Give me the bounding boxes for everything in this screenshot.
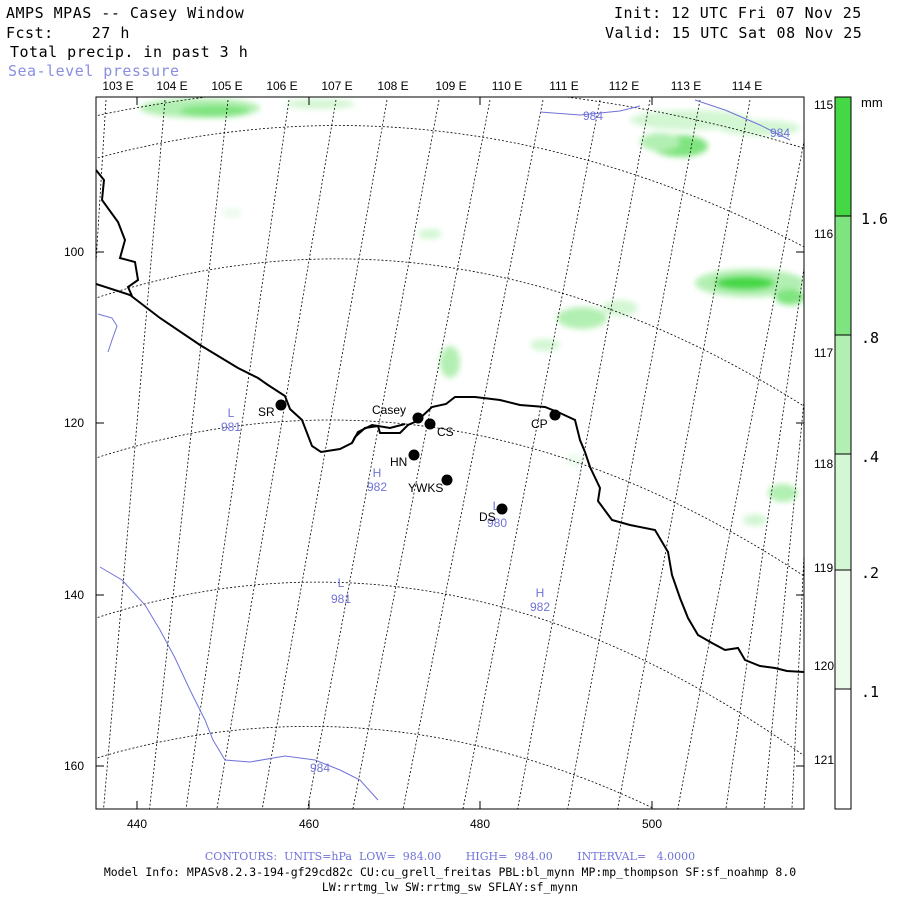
low-value-3: 980 bbox=[487, 516, 507, 530]
top-longitude-labels: 103 E 104 E 105 E 106 E 107 E 108 E 109 … bbox=[102, 79, 762, 93]
lon-label-top: 113 E bbox=[671, 79, 701, 93]
lon-label-top: 107 E bbox=[321, 79, 352, 93]
lon-label-top: 112 E bbox=[609, 79, 639, 93]
lon-label-top: 111 E bbox=[549, 79, 579, 93]
precip-shading bbox=[140, 98, 804, 526]
model-info-2: LW:rrtmg_lw SW:rrtmg_sw SFLAY:sf_mynn bbox=[321, 880, 579, 894]
high-value-2: 982 bbox=[530, 600, 550, 614]
lon-label-top: 109 E bbox=[435, 79, 466, 93]
x-tick-labels: 440 460 480 500 bbox=[127, 817, 662, 831]
colorbar-level: .8 bbox=[861, 329, 879, 347]
y-tick-label: 140 bbox=[64, 588, 84, 602]
x-tick-label: 480 bbox=[470, 817, 490, 831]
pressure-centers: L 981 H 982 L 981 H 982 L 980 bbox=[221, 406, 550, 614]
lon-label-top: 114 E bbox=[732, 79, 762, 93]
y-tick-label: 160 bbox=[64, 759, 84, 773]
forecast-hour: Fcst: 27 h bbox=[6, 24, 130, 42]
colorbar-seg-0 bbox=[835, 689, 851, 809]
colorbar-seg-5 bbox=[835, 97, 851, 216]
station-label-cs: CS bbox=[437, 425, 454, 439]
lon-label-top: 103 E bbox=[102, 79, 133, 93]
station-marker-cp[interactable] bbox=[549, 409, 561, 421]
x-tick-label: 500 bbox=[642, 817, 662, 831]
forecast-label: Fcst: bbox=[6, 24, 54, 42]
lon-label-top: 108 E bbox=[377, 79, 408, 93]
stations: SR Casey CS HN YWKS CP DS bbox=[258, 399, 561, 524]
x-tick-label: 440 bbox=[127, 817, 147, 831]
isobar-label-2: 984 bbox=[770, 126, 790, 140]
station-marker-casey[interactable] bbox=[412, 412, 424, 424]
field-primary: Total precip. in past 3 h bbox=[10, 43, 249, 61]
lon-label-top: 105 E bbox=[211, 79, 242, 93]
forecast-value: 27 h bbox=[91, 24, 130, 42]
low-symbol-1: L bbox=[228, 406, 235, 420]
high-value-1: 982 bbox=[367, 480, 387, 494]
isobar-label-1: 984 bbox=[583, 109, 603, 123]
station-marker-sr[interactable] bbox=[275, 399, 287, 411]
colorbar-seg-4 bbox=[835, 216, 851, 335]
low-symbol-2: L bbox=[338, 576, 345, 590]
colorbar-seg-2 bbox=[835, 454, 851, 570]
colorbar-seg-1 bbox=[835, 570, 851, 689]
lon-label-top: 110 E bbox=[492, 79, 522, 93]
high-symbol-1: H bbox=[373, 466, 382, 480]
low-symbol-3: L bbox=[493, 499, 500, 513]
station-label-sr: SR bbox=[258, 405, 275, 419]
latlon-grid bbox=[96, 97, 804, 809]
product-title: AMPS MPAS -- Casey Window bbox=[6, 4, 245, 22]
colorbar-level: .2 bbox=[861, 564, 879, 582]
station-label-ds: DS bbox=[479, 510, 496, 524]
station-marker-cs[interactable] bbox=[424, 418, 436, 430]
station-label-hn: HN bbox=[390, 455, 407, 469]
high-symbol-2: H bbox=[536, 586, 545, 600]
lon-label-top: 106 E bbox=[266, 79, 297, 93]
init-time: Init: 12 UTC Fri 07 Nov 25 bbox=[614, 4, 862, 22]
model-info: Model Info: MPASv8.2.3-194-gf29cd82c CU:… bbox=[103, 865, 797, 879]
axis-ticks bbox=[96, 97, 804, 809]
colorbar-frame bbox=[834, 96, 852, 810]
low-value-1: 981 bbox=[221, 420, 241, 434]
contour-info: CONTOURS: UNITS=hPa LOW= 984.00 HIGH= 98… bbox=[204, 850, 696, 863]
y-tick-labels: 100 120 140 160 bbox=[64, 245, 84, 773]
y-tick-label: 120 bbox=[64, 416, 84, 430]
map-frame bbox=[95, 96, 805, 810]
low-value-2: 981 bbox=[331, 592, 351, 606]
station-marker-ds[interactable] bbox=[496, 503, 508, 515]
station-label-cp: CP bbox=[531, 417, 548, 431]
field-secondary: Sea-level pressure bbox=[8, 62, 180, 80]
station-label-ywks: YWKS bbox=[408, 481, 443, 495]
colorbar-seg-3 bbox=[835, 335, 851, 454]
colorbar-level: 1.6 bbox=[861, 210, 888, 228]
station-marker-hn[interactable] bbox=[408, 449, 420, 461]
station-label-casey: Casey bbox=[372, 403, 406, 417]
y-tick-label: 100 bbox=[64, 245, 84, 259]
colorbar-level: .4 bbox=[861, 448, 879, 466]
colorbar-unit: mm bbox=[861, 95, 883, 110]
isobar-label-3: 984 bbox=[310, 761, 330, 775]
coastline bbox=[96, 169, 804, 673]
colorbar: mm .1 .2 .4 .8 1.6 bbox=[834, 95, 888, 810]
isobars bbox=[97, 99, 791, 801]
colorbar-level: .1 bbox=[861, 683, 879, 701]
station-marker-ywks[interactable] bbox=[441, 474, 453, 486]
lon-label-top: 104 E bbox=[156, 79, 187, 93]
valid-time: Valid: 15 UTC Sat 08 Nov 25 bbox=[605, 24, 863, 42]
x-tick-label: 460 bbox=[299, 817, 319, 831]
